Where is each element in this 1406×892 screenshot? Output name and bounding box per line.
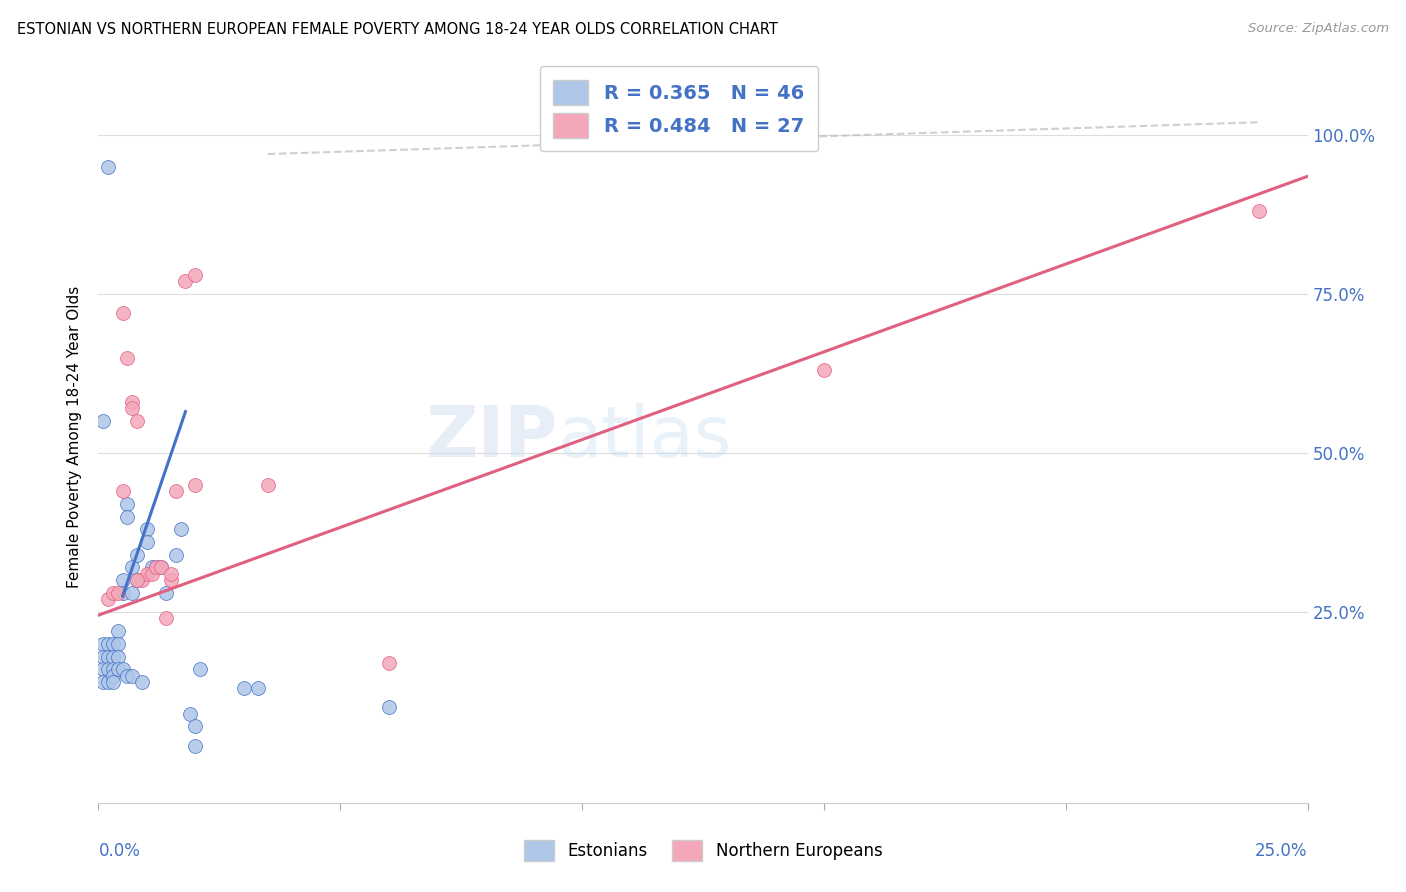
- Point: [101, 586, 124, 600]
- Point: [121, 586, 143, 600]
- Text: ESTONIAN VS NORTHERN EUROPEAN FEMALE POVERTY AMONG 18-24 YEAR OLDS CORRELATION C: ESTONIAN VS NORTHERN EUROPEAN FEMALE POV…: [17, 22, 778, 37]
- Point: [155, 586, 177, 600]
- Point: [127, 548, 149, 562]
- Point: [174, 274, 197, 288]
- Point: [111, 573, 134, 587]
- Text: ZIP: ZIP: [426, 402, 558, 472]
- Point: [111, 306, 134, 320]
- Point: [91, 662, 114, 676]
- Point: [91, 637, 114, 651]
- Point: [184, 268, 207, 282]
- Point: [256, 477, 278, 491]
- Point: [107, 624, 129, 638]
- Point: [188, 662, 211, 676]
- Legend: Estonians, Northern Europeans: Estonians, Northern Europeans: [517, 833, 889, 868]
- Point: [155, 611, 177, 625]
- Point: [121, 668, 143, 682]
- Text: 0.0%: 0.0%: [98, 842, 141, 860]
- Point: [165, 484, 187, 499]
- Point: [117, 509, 139, 524]
- Point: [160, 566, 183, 581]
- Point: [117, 497, 139, 511]
- Point: [97, 649, 120, 664]
- Point: [135, 535, 157, 549]
- Point: [111, 662, 134, 676]
- Point: [117, 351, 139, 365]
- Point: [101, 637, 124, 651]
- Point: [145, 560, 167, 574]
- Y-axis label: Female Poverty Among 18-24 Year Olds: Female Poverty Among 18-24 Year Olds: [66, 286, 82, 588]
- Point: [101, 675, 124, 690]
- Point: [135, 522, 157, 536]
- Text: Source: ZipAtlas.com: Source: ZipAtlas.com: [1249, 22, 1389, 36]
- Point: [101, 649, 124, 664]
- Point: [131, 675, 153, 690]
- Point: [184, 719, 207, 733]
- Point: [127, 573, 149, 587]
- Point: [141, 566, 163, 581]
- Point: [160, 573, 183, 587]
- Point: [169, 522, 191, 536]
- Point: [107, 649, 129, 664]
- Point: [107, 637, 129, 651]
- Point: [107, 662, 129, 676]
- Point: [121, 401, 143, 416]
- Point: [141, 560, 163, 574]
- Point: [111, 586, 134, 600]
- Point: [135, 566, 157, 581]
- Text: atlas: atlas: [558, 402, 733, 472]
- Point: [179, 706, 201, 721]
- Point: [232, 681, 254, 696]
- Point: [97, 637, 120, 651]
- Point: [97, 675, 120, 690]
- Point: [111, 484, 134, 499]
- Point: [145, 560, 167, 574]
- Point: [127, 573, 149, 587]
- Point: [117, 668, 139, 682]
- Point: [184, 477, 207, 491]
- Point: [813, 363, 835, 377]
- Point: [91, 649, 114, 664]
- Point: [121, 395, 143, 409]
- Point: [377, 656, 399, 670]
- Point: [131, 573, 153, 587]
- Point: [127, 414, 149, 428]
- Point: [101, 668, 124, 682]
- Text: 25.0%: 25.0%: [1256, 842, 1308, 860]
- Point: [97, 160, 120, 174]
- Point: [107, 586, 129, 600]
- Point: [184, 739, 207, 753]
- Point: [91, 675, 114, 690]
- Point: [101, 662, 124, 676]
- Point: [571, 128, 593, 142]
- Point: [150, 560, 173, 574]
- Point: [97, 662, 120, 676]
- Point: [377, 700, 399, 714]
- Point: [97, 592, 120, 607]
- Point: [121, 560, 143, 574]
- Point: [150, 560, 173, 574]
- Point: [1249, 204, 1271, 219]
- Point: [247, 681, 270, 696]
- Point: [91, 414, 114, 428]
- Point: [165, 548, 187, 562]
